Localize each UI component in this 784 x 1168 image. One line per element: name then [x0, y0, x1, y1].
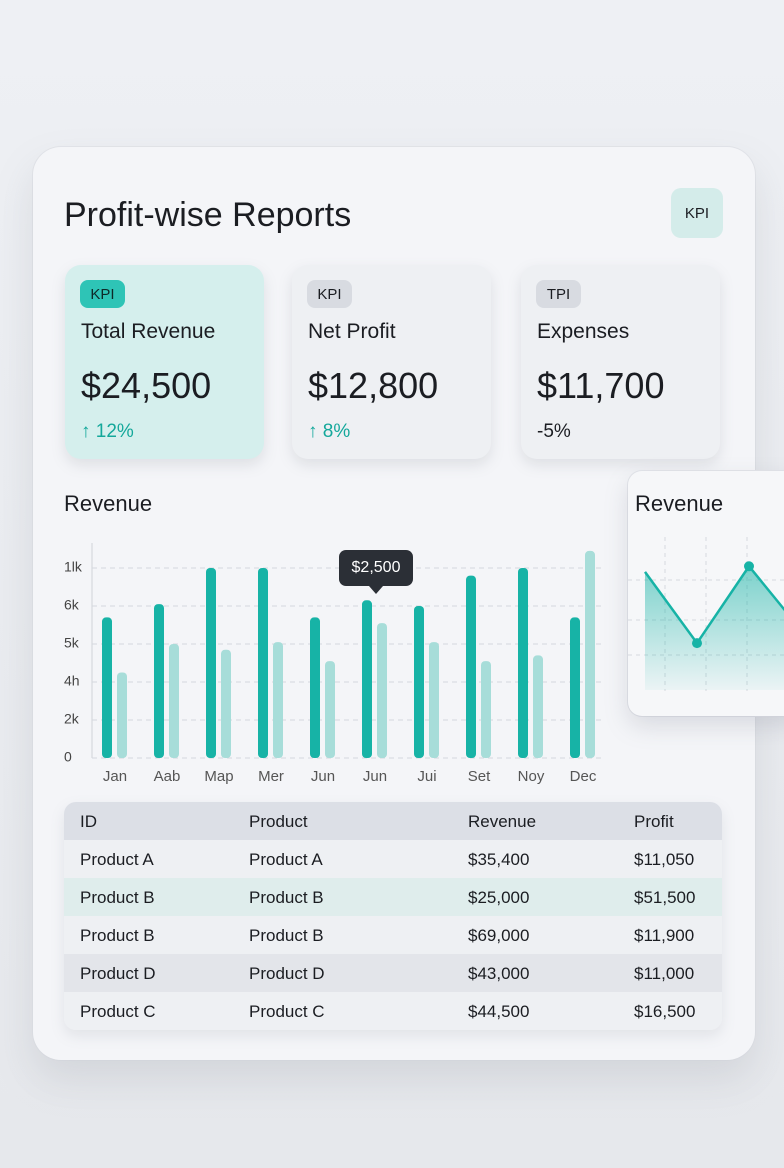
table-cell: Product B	[80, 888, 155, 907]
bar	[169, 644, 179, 758]
bar	[481, 661, 491, 758]
side-chart-title: Revenue	[635, 491, 724, 516]
page-title: Profit-wise Reports	[64, 196, 352, 234]
table-row: Product A Product A $35,400 $11,050	[64, 840, 722, 878]
table-cell: Product A	[249, 850, 323, 869]
bar	[117, 672, 127, 758]
table-cell: $11,050	[634, 850, 695, 869]
table-cell: Product D	[249, 964, 325, 983]
line	[643, 564, 784, 646]
y-tick-label: 4h	[64, 673, 80, 689]
bar	[258, 568, 268, 758]
chart-title: Revenue	[64, 491, 153, 516]
kpi-badge: TPI	[536, 280, 581, 308]
table-cell: Product A	[80, 850, 154, 869]
x-tick-label: Jan	[103, 768, 127, 785]
kpi-label: Net Profit	[308, 320, 396, 343]
table-row: Product D Product D $43,000 $11,000	[64, 954, 722, 992]
kpi-badge: KPI	[307, 280, 352, 308]
data-table: ID Product Revenue Profit Product A Product A…	[64, 802, 722, 1030]
y-tick-label: 2k	[64, 711, 80, 727]
kpi-change-text: 8%	[322, 421, 351, 442]
bar	[154, 604, 164, 758]
kpi-change-text: 12%	[95, 421, 134, 442]
kpi-change: -5%	[537, 421, 571, 442]
bar	[429, 642, 439, 758]
bar	[310, 617, 320, 758]
table-cell: Product B	[80, 926, 155, 945]
bar	[273, 642, 283, 758]
side-chart-card[interactable]: Revenue	[628, 471, 784, 716]
x-tick-label: Map	[204, 768, 233, 785]
table-row: Product B Product B $25,000 $51,500	[64, 878, 722, 916]
bar	[518, 568, 528, 758]
kpi-value: $24,500	[81, 365, 212, 406]
bar	[533, 655, 543, 758]
table-cell: Product D	[80, 964, 156, 983]
table-header: ID Product Revenue Profit	[64, 802, 722, 840]
bar	[466, 575, 476, 758]
x-tick-label: Jun	[311, 768, 335, 785]
table-cell: $44,500	[468, 1002, 530, 1021]
tooltip	[339, 550, 413, 586]
table-row: Product B Product B $69,000 $11,900	[64, 916, 722, 954]
table-row: Product C Product C $44,500 $16,500	[64, 992, 722, 1030]
x-tick-label: Aab	[154, 768, 181, 785]
y-tick-label: 0	[64, 749, 72, 765]
bar	[221, 649, 231, 758]
bar	[570, 617, 580, 758]
table-cell: Product C	[80, 1002, 156, 1021]
x-tick-label: Set	[468, 768, 491, 785]
table-cell: Product C	[249, 1002, 325, 1021]
bar	[325, 661, 335, 758]
bar	[414, 606, 424, 758]
column-header: ID	[80, 812, 97, 831]
line-chart	[628, 537, 784, 691]
bar-chart: 0 2k 4h 5k 6k 1lk Jan Aab Map Mer Jun Jun Jui Set Noy D…	[64, 543, 605, 785]
table-cell: $25,000	[468, 888, 530, 907]
y-tick-label: 6k	[64, 597, 80, 613]
tooltip-pointer	[369, 586, 383, 594]
x-tick-label: Mer	[258, 768, 284, 785]
column-header: Revenue	[468, 812, 537, 831]
x-tick-label: Noy	[518, 768, 545, 785]
x-tick-label: Jun	[363, 768, 387, 785]
bar	[585, 550, 595, 758]
bar	[377, 623, 387, 758]
area	[645, 566, 784, 690]
header-badge[interactable]: KPI	[671, 188, 723, 238]
kpi-label: Total Revenue	[81, 320, 216, 343]
x-tick-label: Jui	[417, 768, 436, 785]
y-tick-label: 5k	[64, 635, 80, 651]
kpi-card[interactable]: KPI Total Revenue $24,500 ↑ 12%	[65, 265, 264, 459]
point	[744, 561, 754, 572]
kpi-value: $11,700	[537, 365, 665, 406]
kpi-badge: KPI	[80, 280, 125, 308]
column-header: Product	[249, 812, 308, 831]
kpi-label: Expenses	[537, 320, 630, 343]
table-cell: $16,500	[634, 1002, 696, 1021]
bar	[102, 617, 112, 758]
kpi-value: $12,800	[308, 365, 439, 406]
kpi-change: ↑ 12%	[81, 421, 134, 442]
table-cell: $69,000	[468, 926, 530, 945]
table-cell: $35,400	[468, 850, 530, 869]
kpi-change: ↑ 8%	[308, 421, 351, 442]
table-cell: $43,000	[468, 964, 530, 983]
x-tick-label: Dec	[570, 768, 597, 785]
y-tick-label: 1lk	[64, 559, 83, 575]
tooltip-text: $2,500	[352, 559, 401, 576]
table-cell: $11,900	[634, 926, 695, 945]
table-cell: $11,000	[634, 964, 695, 983]
table-cell: Product B	[249, 926, 324, 945]
bar	[362, 600, 372, 758]
table-cell: Product B	[249, 888, 324, 907]
kpi-card[interactable]: TPI Expenses $11,700 -5%	[521, 265, 720, 459]
column-header: Profit	[634, 812, 674, 831]
bar	[206, 568, 216, 758]
table-cell: $51,500	[634, 888, 696, 907]
point	[692, 638, 702, 649]
kpi-card[interactable]: KPI Net Profit $12,800 ↑ 8%	[292, 265, 491, 459]
